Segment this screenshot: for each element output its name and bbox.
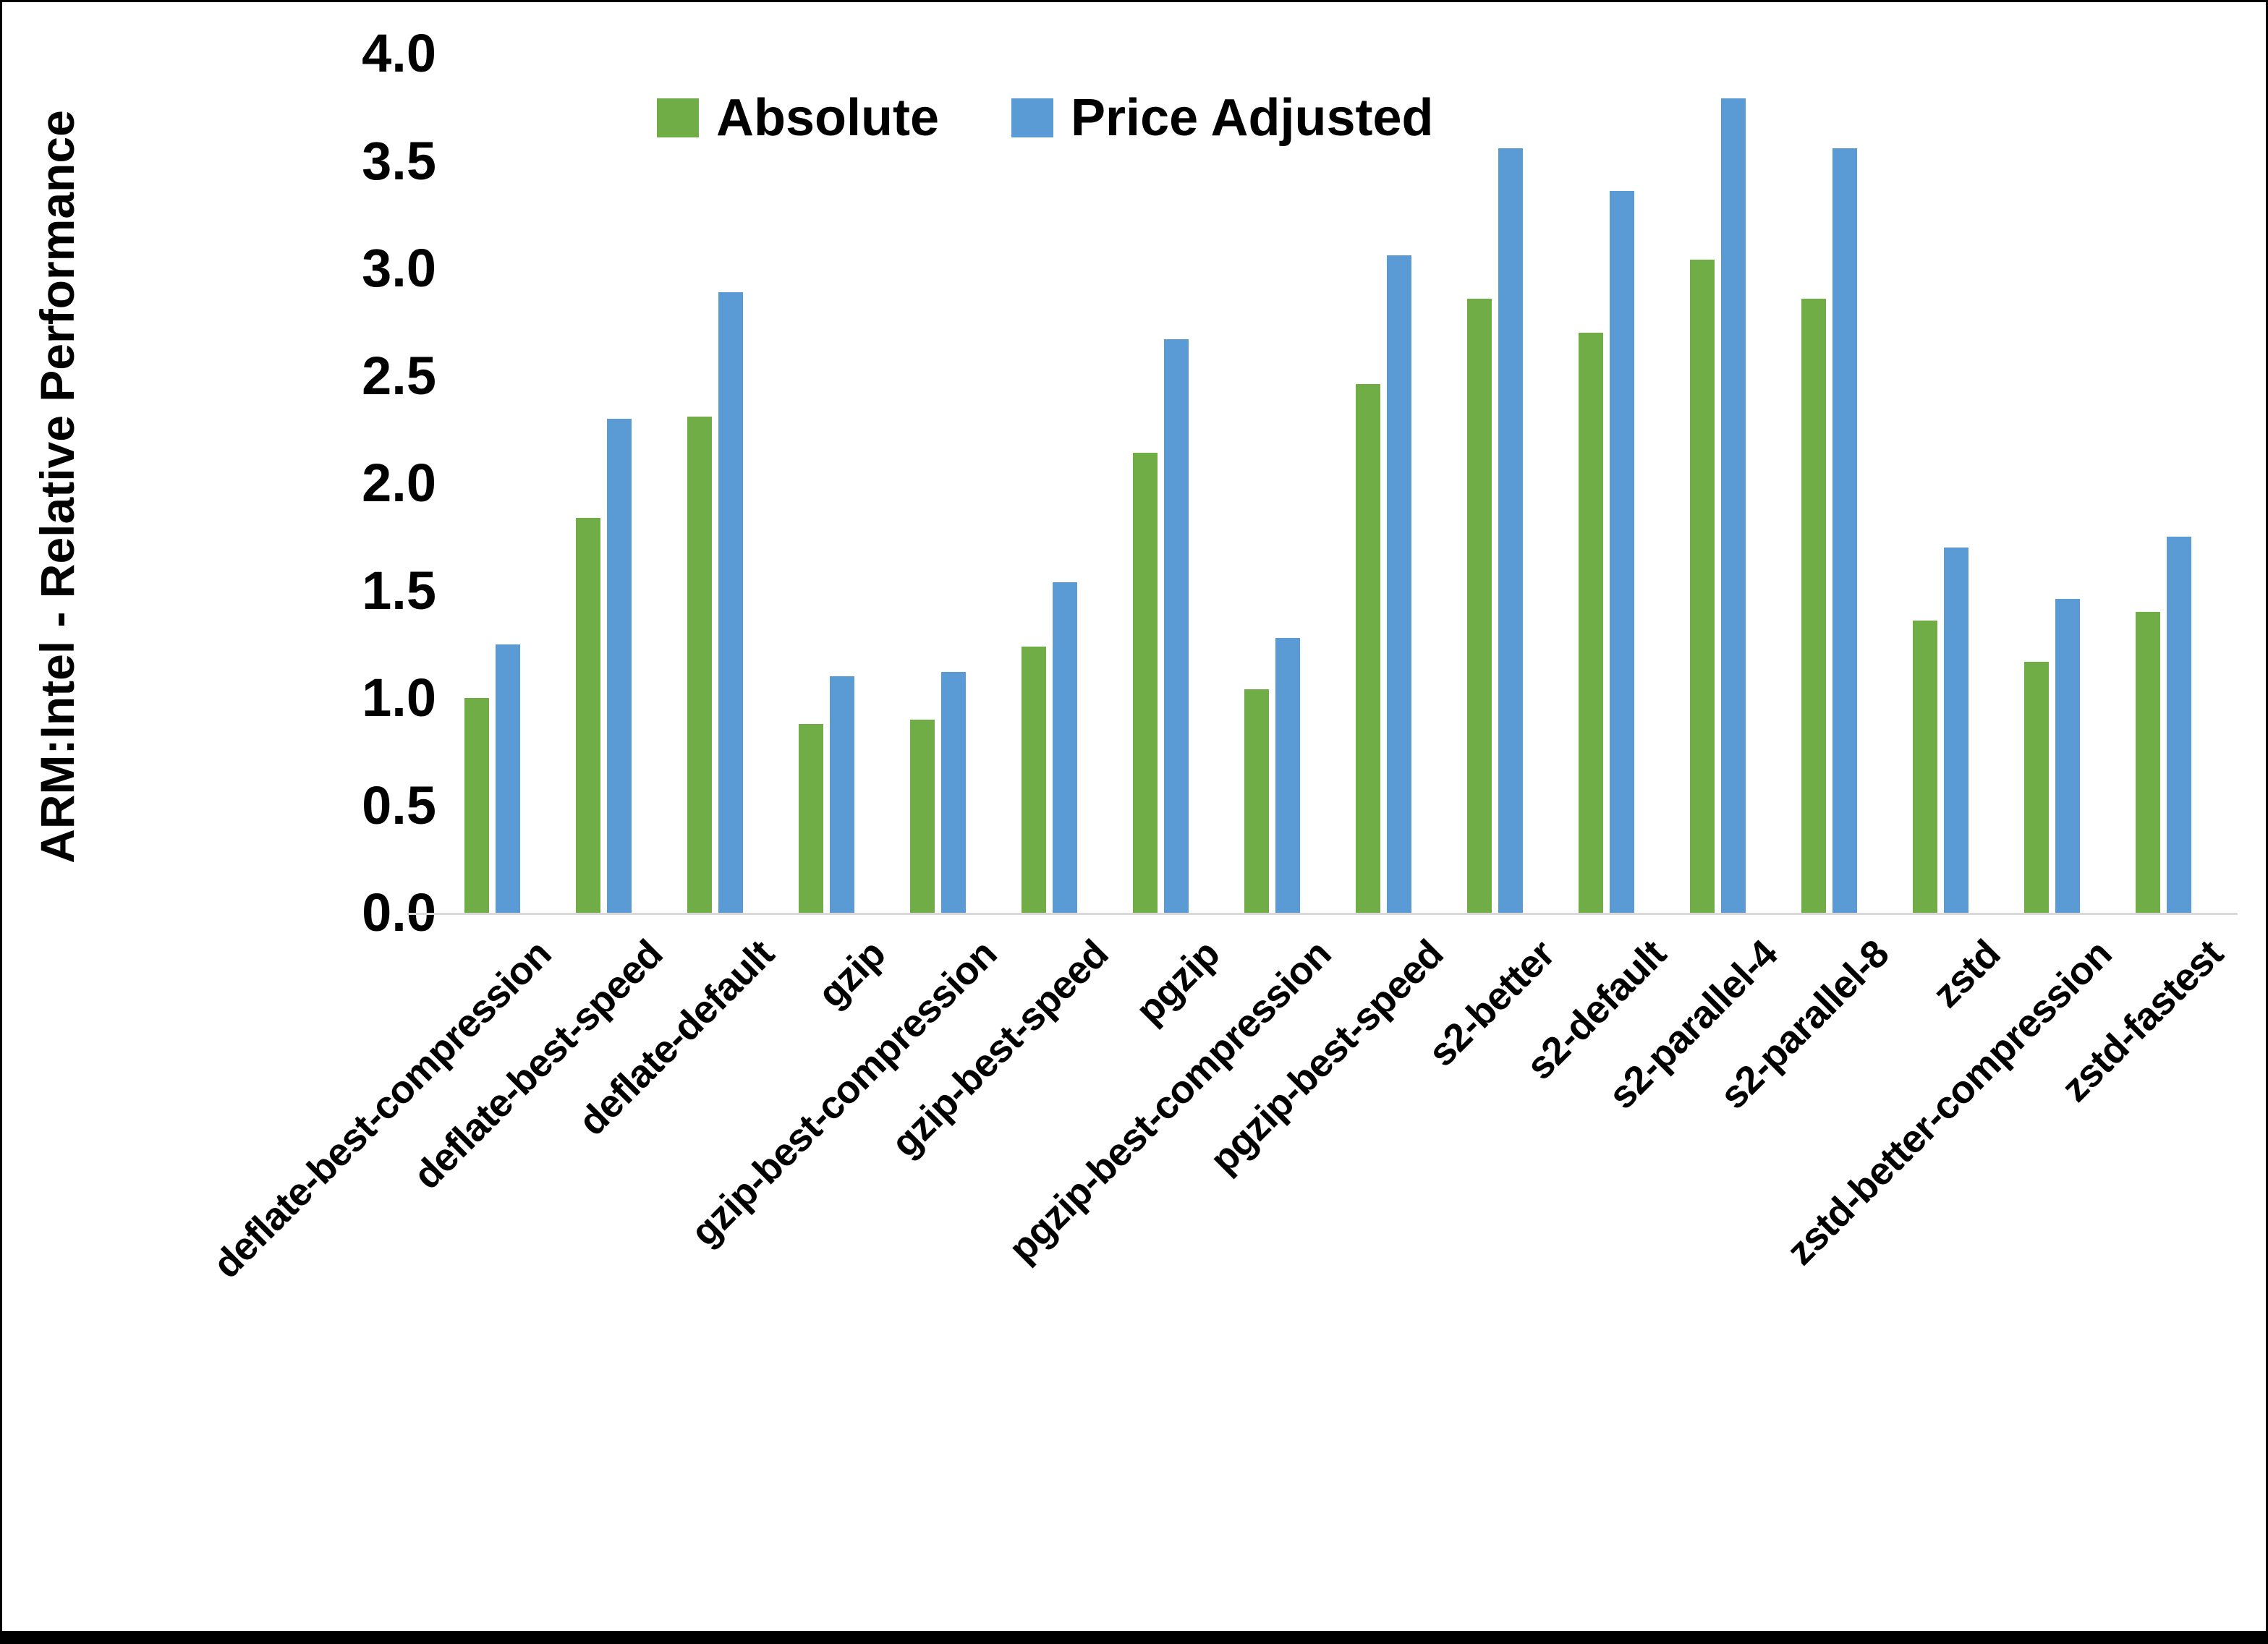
category-slot-deflate-best-speed <box>548 54 659 913</box>
category-slot-s2-better <box>1440 54 1551 913</box>
bar-price-adjusted-s2-parallel-8 <box>1832 148 1858 913</box>
bar-price-adjusted-gzip-best-speed <box>1052 582 1077 913</box>
bar-price-adjusted-pgzip <box>1163 339 1189 913</box>
x-label-gzip: gzip <box>810 932 894 1016</box>
bar-absolute-s2-parallel-4 <box>1690 260 1715 913</box>
y-tick-label: 0.5 <box>362 775 436 835</box>
y-tick-label: 2.5 <box>362 345 436 406</box>
category-slot-s2-parallel-4 <box>1662 54 1774 913</box>
bar-price-adjusted-pgzip-best-speed <box>1387 255 1412 913</box>
category-slot-s2-default <box>1551 54 1662 913</box>
bar-price-adjusted-zstd <box>1944 548 1969 913</box>
bar-price-adjusted-zstd-fastest <box>2167 537 2192 913</box>
bar-absolute-deflate-best-compression <box>464 698 489 913</box>
bar-absolute-deflate-default <box>687 416 712 913</box>
bar-price-adjusted-zstd-better-compression <box>2055 599 2081 913</box>
category-slot-gzip-best-speed <box>993 54 1105 913</box>
x-label-pgzip: pgzip <box>1127 932 1228 1033</box>
category-slot-zstd-better-compression <box>1997 54 2108 913</box>
bar-absolute-deflate-best-speed <box>575 517 600 913</box>
legend-swatch-price-adjusted <box>1011 98 1054 137</box>
legend: Absolute Price Adjusted <box>657 92 1433 144</box>
category-slot-gzip-best-compression <box>882 54 993 913</box>
y-tick-label: 4.0 <box>362 23 436 83</box>
category-slot-pgzip-best-compression <box>1216 54 1328 913</box>
bar-absolute-zstd-better-compression <box>2024 661 2050 913</box>
x-label-deflate-default: deflate-default <box>570 932 783 1144</box>
bar-price-adjusted-s2-better <box>1498 148 1524 913</box>
bar-price-adjusted-s2-default <box>1610 191 1635 913</box>
category-slot-zstd <box>1885 54 1997 913</box>
y-tick-label: 3.0 <box>362 238 436 298</box>
bar-absolute-gzip-best-speed <box>1021 646 1046 913</box>
bar-price-adjusted-gzip <box>829 676 854 913</box>
y-tick-label: 1.0 <box>362 668 436 728</box>
category-slot-deflate-best-compression <box>436 54 548 913</box>
category-slot-pgzip <box>1105 54 1216 913</box>
legend-label-price-adjusted: Price Adjusted <box>1071 89 1434 147</box>
bar-price-adjusted-pgzip-best-compression <box>1275 637 1300 913</box>
legend-item-price-adjusted: Price Adjusted <box>1011 92 1433 144</box>
bar-absolute-pgzip-best-speed <box>1356 384 1381 913</box>
bar-absolute-pgzip-best-compression <box>1244 689 1269 913</box>
bar-price-adjusted-deflate-default <box>718 291 743 913</box>
category-slot-pgzip-best-speed <box>1328 54 1440 913</box>
x-label-zstd: zstd <box>1924 932 2008 1016</box>
legend-label-absolute: Absolute <box>716 89 940 147</box>
bar-price-adjusted-deflate-best-compression <box>495 644 520 913</box>
bar-absolute-s2-default <box>1579 333 1604 913</box>
y-tick-label: 3.5 <box>362 130 436 191</box>
bar-absolute-s2-parallel-8 <box>1801 298 1827 913</box>
x-axis-line <box>407 913 2238 915</box>
category-slot-gzip <box>770 54 882 913</box>
category-slot-s2-parallel-8 <box>1774 54 1885 913</box>
category-slot-deflate-default <box>659 54 770 913</box>
legend-swatch-absolute <box>657 98 699 137</box>
bar-price-adjusted-deflate-best-speed <box>606 418 632 913</box>
y-axis-tick-labels: 0.0 0.5 1.0 1.5 2.0 2.5 3.0 3.5 4.0 <box>176 27 436 940</box>
bar-absolute-gzip-best-compression <box>909 719 935 913</box>
bar-absolute-pgzip <box>1132 453 1158 913</box>
bar-absolute-zstd <box>1913 621 1938 913</box>
y-tick-label: 1.5 <box>362 560 436 621</box>
bar-absolute-s2-better <box>1467 298 1492 913</box>
y-tick-label: 2.0 <box>362 453 436 513</box>
plot-area <box>436 54 2220 913</box>
y-axis-title: ARM:Intel - Relative Performance <box>30 110 84 864</box>
bar-price-adjusted-s2-parallel-4 <box>1721 98 1746 913</box>
bar-absolute-gzip <box>798 723 823 913</box>
category-slot-zstd-fastest <box>2108 54 2220 913</box>
legend-item-absolute: Absolute <box>657 92 939 144</box>
bar-absolute-zstd-fastest <box>2136 612 2161 913</box>
y-tick-label: 0.0 <box>362 882 436 942</box>
bar-price-adjusted-gzip-best-compression <box>940 672 966 913</box>
